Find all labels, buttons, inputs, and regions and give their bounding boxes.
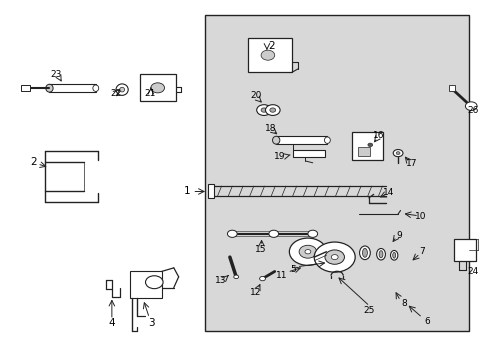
Text: 24: 24 <box>467 267 478 276</box>
Text: 14: 14 <box>383 188 394 197</box>
Ellipse shape <box>362 248 366 257</box>
Circle shape <box>367 143 372 147</box>
Text: 11: 11 <box>275 270 287 279</box>
Circle shape <box>265 105 280 116</box>
Text: 6: 6 <box>424 317 429 326</box>
Circle shape <box>305 249 310 254</box>
Circle shape <box>314 242 354 272</box>
Circle shape <box>268 230 278 237</box>
Text: 20: 20 <box>250 91 262 100</box>
Text: 10: 10 <box>414 212 426 221</box>
Ellipse shape <box>93 85 99 91</box>
Text: 26: 26 <box>467 105 478 114</box>
Bar <box>453 239 475 261</box>
Text: 13: 13 <box>215 276 226 285</box>
Ellipse shape <box>390 251 397 260</box>
Circle shape <box>289 238 326 265</box>
Bar <box>357 147 369 156</box>
Bar <box>247 39 291 72</box>
Circle shape <box>392 149 402 157</box>
Text: 2: 2 <box>30 157 37 167</box>
Ellipse shape <box>392 252 395 258</box>
Bar <box>205 15 468 330</box>
Text: 25: 25 <box>363 306 374 315</box>
Ellipse shape <box>324 137 330 143</box>
Text: 16: 16 <box>372 131 384 140</box>
Text: 15: 15 <box>254 246 266 255</box>
Circle shape <box>330 255 337 260</box>
Text: 2: 2 <box>267 41 274 50</box>
Text: 12: 12 <box>249 288 261 297</box>
Circle shape <box>395 152 399 154</box>
Bar <box>207 184 213 198</box>
Text: 22: 22 <box>110 89 121 98</box>
Circle shape <box>151 83 164 93</box>
Bar <box>351 132 383 160</box>
Text: 19: 19 <box>274 152 285 161</box>
Bar <box>130 271 161 298</box>
Circle shape <box>256 105 271 116</box>
Circle shape <box>261 50 274 60</box>
Text: 5: 5 <box>290 265 296 274</box>
Bar <box>448 85 454 91</box>
Text: 9: 9 <box>396 231 402 240</box>
Bar <box>140 74 176 101</box>
Circle shape <box>227 230 237 237</box>
Text: 3: 3 <box>148 319 155 328</box>
Bar <box>293 149 325 157</box>
Text: 7: 7 <box>419 247 425 256</box>
Bar <box>21 85 30 91</box>
Text: 23: 23 <box>50 70 62 79</box>
Circle shape <box>259 276 265 281</box>
Ellipse shape <box>120 87 124 92</box>
Circle shape <box>261 108 266 112</box>
Circle shape <box>325 250 344 264</box>
Bar <box>49 84 96 92</box>
Ellipse shape <box>272 136 279 144</box>
Ellipse shape <box>359 246 369 260</box>
Text: 4: 4 <box>108 319 115 328</box>
Ellipse shape <box>378 251 382 258</box>
Circle shape <box>465 102 476 111</box>
Ellipse shape <box>46 84 53 92</box>
Text: 1: 1 <box>184 186 190 196</box>
Text: 17: 17 <box>405 159 417 168</box>
Circle shape <box>307 230 317 237</box>
Text: 21: 21 <box>144 89 155 98</box>
Circle shape <box>269 108 275 112</box>
Circle shape <box>299 245 316 258</box>
Ellipse shape <box>116 84 128 95</box>
Circle shape <box>145 276 163 289</box>
Text: 18: 18 <box>264 123 276 132</box>
Bar <box>276 136 327 144</box>
Ellipse shape <box>376 248 385 260</box>
Text: 8: 8 <box>401 299 407 308</box>
Circle shape <box>233 275 238 279</box>
